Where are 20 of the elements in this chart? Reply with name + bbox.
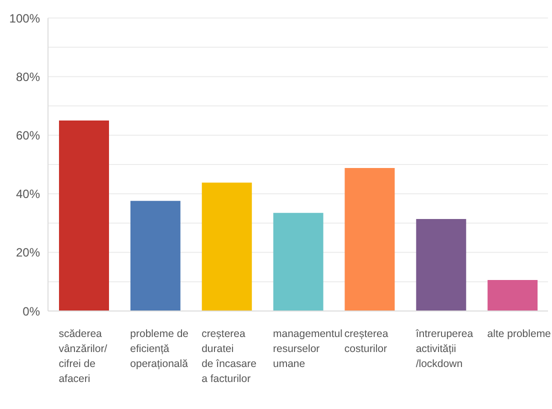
y-tick-label: 80%: [16, 70, 40, 84]
y-tick-label: 60%: [16, 128, 40, 142]
bar: [488, 280, 538, 311]
x-tick-label: creșterea duratei de încasare a facturilor: [202, 328, 257, 385]
x-tick-label: scăderea vânzărilor/ cifrei de afaceri: [58, 328, 108, 385]
bar: [202, 182, 252, 311]
x-tick-label: managementul resurselor umane: [273, 328, 342, 370]
y-tick-label: 40%: [16, 187, 40, 202]
x-tick-label: creșterea costurilor: [344, 328, 388, 355]
bar: [344, 168, 395, 311]
bar: [59, 120, 109, 311]
x-tick-label: întreruperea activității /lockdown: [414, 328, 474, 370]
bar: [416, 219, 466, 311]
y-tick-label: 0%: [22, 304, 40, 318]
y-tick-label: 100%: [9, 11, 40, 26]
x-tick-label: probleme de eficiență operațională: [130, 328, 189, 370]
y-tick-label: 20%: [16, 246, 40, 260]
x-tick-label: alte probleme: [487, 328, 552, 340]
bar: [130, 200, 180, 311]
bar: [273, 212, 324, 311]
